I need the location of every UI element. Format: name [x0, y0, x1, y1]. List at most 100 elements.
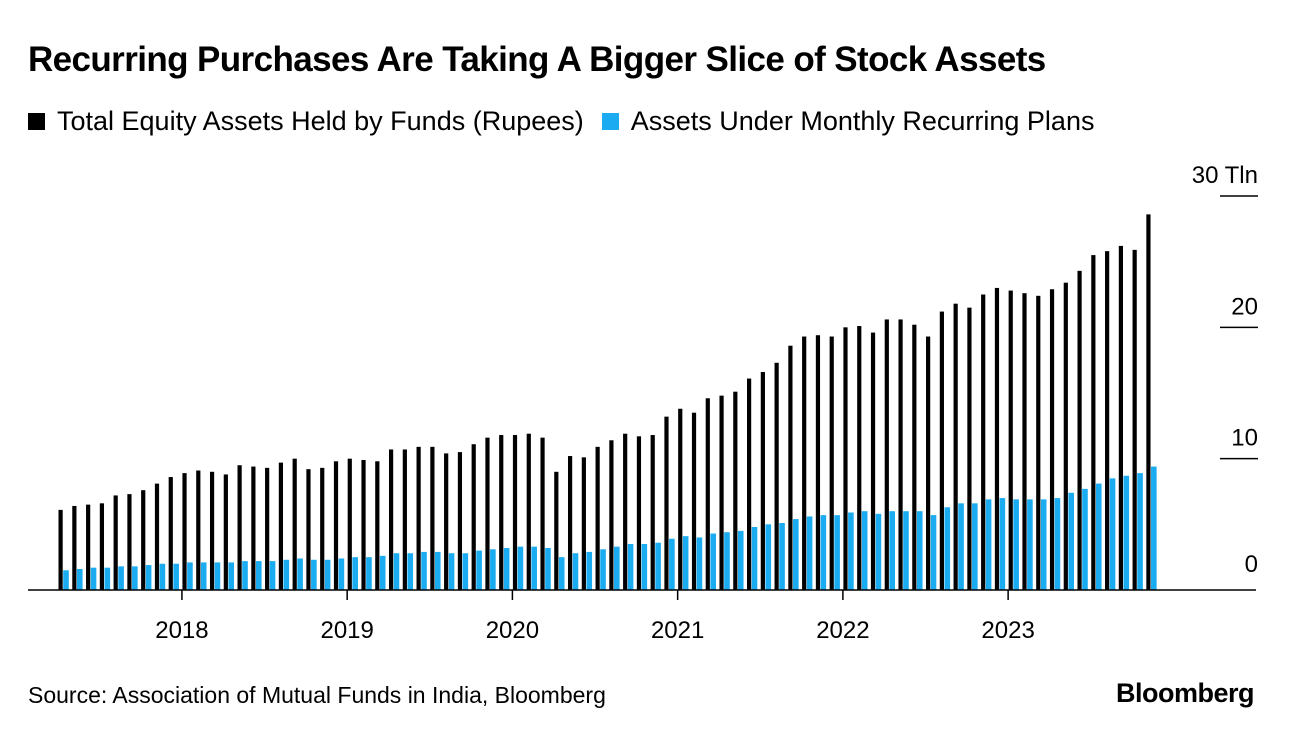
bar-total-2023-05	[1063, 282, 1068, 590]
bar-recurring-2021-11	[820, 515, 827, 590]
bar-total-2023-01	[1008, 290, 1013, 590]
bar-recurring-2018-08	[283, 559, 290, 590]
bar-total-2020-01	[512, 435, 518, 590]
bar-total-2018-02	[196, 470, 201, 590]
bar-total-2023-11	[1146, 214, 1151, 590]
bar-recurring-2022-06	[916, 511, 923, 590]
bar-total-2023-03	[1036, 295, 1041, 590]
bar-recurring-2023-01	[1013, 499, 1019, 590]
bar-total-2019-01	[347, 458, 352, 590]
bar-recurring-2019-08	[448, 553, 455, 590]
bar-recurring-2021-07	[765, 524, 772, 590]
bar-total-2018-03	[209, 471, 215, 590]
bar-recurring-2021-08	[779, 523, 785, 590]
bar-total-2018-10	[306, 469, 311, 590]
y-tick-label-30: 30 Tln	[1192, 162, 1258, 189]
bar-recurring-2022-01	[848, 512, 854, 590]
bar-recurring-2017-10	[145, 565, 152, 590]
bar-total-2023-08	[1105, 251, 1110, 590]
x-tick-label-2022: 2022	[816, 617, 869, 644]
bar-recurring-2019-11	[490, 549, 496, 590]
bar-total-2020-03	[540, 437, 545, 590]
bar-recurring-2020-11	[655, 542, 661, 590]
bar-total-2022-06	[912, 324, 917, 590]
bar-recurring-2020-10	[641, 544, 648, 590]
bar-recurring-2019-04	[393, 553, 400, 590]
bar-total-2020-12	[664, 416, 669, 590]
bar-total-2021-01	[678, 408, 683, 590]
bar-recurring-2021-03	[710, 533, 716, 590]
bar-recurring-2023-09	[1123, 475, 1130, 590]
bar-recurring-2022-04	[889, 511, 895, 590]
bar-recurring-2020-12	[669, 538, 675, 590]
bloomberg-logo: Bloomberg	[1115, 678, 1255, 708]
bar-recurring-2018-12	[338, 558, 345, 590]
bar-recurring-2023-04	[1054, 498, 1061, 590]
bar-recurring-2021-10	[806, 516, 813, 590]
bar-total-2020-05	[567, 456, 573, 590]
bar-recurring-2018-03	[214, 562, 221, 590]
x-tick-label-2020: 2020	[486, 617, 539, 644]
bar-recurring-2018-11	[324, 559, 331, 590]
bar-total-2019-09	[457, 452, 463, 590]
bar-total-2021-11	[815, 335, 821, 590]
bar-total-2019-07	[430, 446, 435, 590]
bar-total-2023-10	[1132, 249, 1137, 590]
bar-total-2019-05	[402, 449, 407, 590]
bar-recurring-2017-11	[159, 563, 166, 590]
bar-total-2022-09	[953, 303, 958, 590]
bar-recurring-2023-07	[1095, 483, 1102, 590]
bar-total-2022-02	[857, 326, 862, 590]
bar-total-2022-05	[898, 319, 903, 590]
bar-total-2018-06	[251, 466, 256, 590]
bar-recurring-2019-07	[434, 551, 441, 590]
bar-total-2019-10	[471, 444, 476, 590]
bar-total-2017-05	[72, 505, 77, 590]
bar-total-2018-09	[292, 458, 297, 590]
bar-total-2020-11	[650, 435, 655, 590]
bar-total-2017-04	[58, 509, 63, 590]
bar-recurring-2021-09	[793, 519, 799, 590]
bar-recurring-2023-06	[1082, 488, 1088, 590]
bar-total-2020-04	[554, 471, 559, 590]
bar-recurring-2018-01	[187, 562, 193, 590]
bar-recurring-2023-11	[1151, 466, 1157, 590]
bar-total-2018-12	[333, 461, 339, 590]
bar-recurring-2019-03	[379, 555, 386, 590]
source-note: Source: Association of Mutual Funds in I…	[28, 682, 606, 708]
bar-recurring-2020-06	[586, 551, 593, 590]
bar-total-2018-05	[237, 465, 242, 590]
bar-recurring-2021-02	[696, 537, 703, 590]
bar-recurring-2022-10	[972, 503, 978, 590]
bar-total-2022-12	[994, 287, 1000, 590]
bar-total-2017-06	[86, 504, 91, 590]
bar-total-2018-01	[182, 473, 187, 590]
bar-recurring-2017-09	[132, 566, 138, 590]
bar-recurring-2022-05	[903, 511, 909, 590]
bar-total-2021-06	[747, 378, 752, 590]
bar-recurring-2018-04	[228, 562, 235, 590]
bar-total-2022-07	[926, 336, 931, 590]
bar-total-2022-08	[939, 311, 944, 590]
bar-total-2017-09	[127, 494, 132, 590]
bar-total-2023-02	[1022, 293, 1027, 590]
bar-recurring-2019-02	[366, 557, 372, 590]
bar-total-2017-08	[113, 495, 118, 590]
legend: Total Equity Assets Held by Funds (Rupee…	[28, 106, 1112, 137]
bar-recurring-2020-02	[531, 546, 537, 590]
bar-total-2017-12	[168, 477, 173, 590]
bar-total-2021-10	[802, 336, 807, 590]
bar-total-2017-11	[154, 483, 160, 590]
legend-label-total: Total Equity Assets Held by Funds (Rupee…	[57, 106, 584, 136]
bar-total-2019-03	[375, 461, 380, 590]
bar-total-2020-08	[609, 440, 614, 590]
bar-recurring-2019-06	[421, 551, 427, 590]
bar-recurring-2018-07	[269, 561, 276, 590]
bar-total-2021-02	[691, 412, 697, 590]
bar-recurring-2020-04	[558, 557, 565, 590]
bar-total-2017-07	[99, 503, 105, 590]
y-tick-label-10: 10	[1231, 425, 1258, 452]
bar-recurring-2020-09	[627, 544, 634, 590]
bar-recurring-2022-02	[861, 511, 868, 590]
